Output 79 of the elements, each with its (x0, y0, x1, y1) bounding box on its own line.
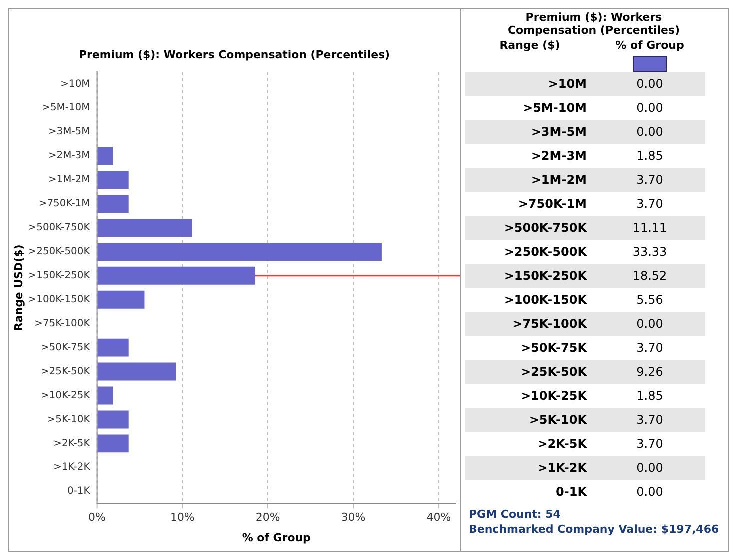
category-label: >750K-1M (518, 197, 587, 211)
y-tick-label: >1M-2M (48, 174, 90, 186)
y-tick-label: >10M (60, 78, 90, 90)
bar (98, 242, 382, 261)
category-label: >1K-2K (538, 460, 587, 475)
y-tick-label: 0-1K (67, 486, 91, 498)
data-label: 0.00 (636, 101, 664, 116)
text: Range ($) (498, 39, 562, 52)
category-label: >50K-75K (521, 340, 587, 355)
x-tick-label: 30% (341, 511, 366, 524)
data-label: 0.00 (636, 77, 664, 92)
category-label: >500K-750K (504, 220, 587, 235)
y-axis-title: Range USD($) (12, 244, 26, 332)
data-label: 9.26 (636, 364, 664, 379)
category-label: >3M-5M (531, 125, 587, 140)
y-tick-label: >50K-75K (40, 342, 91, 354)
y-tick-label: >2K-5K (54, 438, 91, 450)
data-label: 1.85 (636, 149, 664, 164)
x-axis-title: % of Group (242, 531, 311, 544)
x-tick-label: 10% (170, 511, 195, 524)
bar (98, 195, 129, 214)
x-tick-label: 20% (256, 511, 280, 524)
category-label: >25K-50K (521, 364, 587, 379)
data-label: 3.70 (636, 197, 664, 211)
text: >150K-250K (504, 268, 587, 283)
y-tick-label: >75K-100K (34, 318, 91, 330)
bar (98, 410, 129, 429)
category-label: 0-1K (556, 484, 587, 499)
y-tick-label: >150K-250K (28, 270, 91, 282)
data-label: 0.00 (636, 460, 664, 475)
category-label: >1M-2M (531, 173, 587, 188)
y-tick-label: >5K-10K (47, 414, 91, 426)
data-label: 0.00 (636, 316, 664, 331)
bar (98, 386, 114, 405)
x-tick-label: 0% (88, 511, 106, 524)
data-label: 3.70 (636, 436, 664, 451)
bar (98, 266, 256, 285)
data-label: 18.52 (632, 268, 668, 283)
data-label: 0.00 (636, 125, 664, 140)
bar (98, 338, 129, 357)
y-tick-label: >5M-10M (42, 102, 90, 114)
category-label: >5M-10M (523, 101, 587, 116)
category-label: >2M-3M (531, 149, 587, 164)
category-label: >250K-500K (504, 244, 587, 259)
data-label: 5.56 (636, 292, 664, 307)
data-label: 11.11 (632, 220, 668, 235)
category-label: >10K-25K (521, 388, 587, 403)
category-label: >10M (548, 77, 587, 92)
chart-title: Premium ($): Workers Compensation (Percentiles) (508, 11, 680, 37)
bar (98, 290, 145, 309)
bar (98, 434, 129, 453)
y-tick-label: >1K-2K (54, 462, 91, 474)
data-label: 33.33 (632, 244, 668, 259)
bar (98, 171, 129, 190)
data-label: 3.70 (636, 412, 664, 427)
text: PGM Count: 54 (468, 508, 562, 521)
y-tick-label: >25K-50K (40, 366, 91, 378)
y-tick-label: >10K-25K (40, 390, 91, 402)
y-tick-label: >3M-5M (48, 126, 90, 138)
y-tick-label: >500K-750K (28, 222, 91, 234)
y-tick-label: >2M-3M (48, 150, 90, 162)
category-label: >100K-150K (504, 292, 587, 307)
bar (98, 147, 114, 166)
data-label: 1.85 (636, 388, 664, 403)
y-tick-label: >100K-150K (28, 294, 91, 306)
category-label: >75K-100K (512, 316, 587, 331)
x-tick-label: 40% (426, 511, 452, 524)
category-label: >2K-5K (538, 436, 587, 451)
data-label: 3.70 (636, 340, 664, 355)
category-label: >5K-10K (529, 412, 587, 427)
y-tick-label: >250K-500K (28, 246, 91, 258)
text: Benchmarked Company Value: $197,466 (468, 522, 720, 536)
bar (98, 218, 192, 237)
chart-title: Premium ($): Workers Compensation (Percentiles) (78, 48, 390, 62)
data-label: 3.70 (636, 173, 664, 188)
data-label: 0.00 (636, 484, 664, 499)
text: % of Group (616, 39, 684, 52)
y-tick-label: >750K-1M (38, 198, 90, 210)
bar (98, 362, 176, 381)
